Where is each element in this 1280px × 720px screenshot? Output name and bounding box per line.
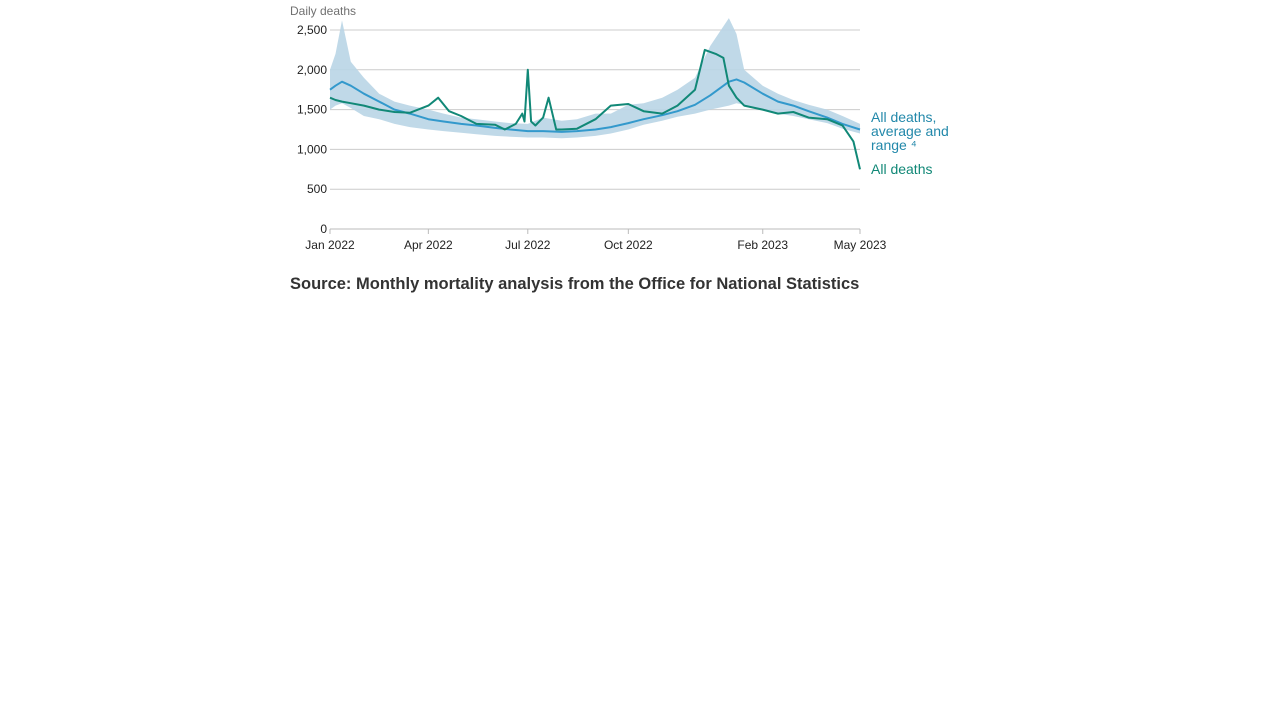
series-band-range <box>330 18 860 139</box>
x-tick-label-2022-01-01: Jan 2022 <box>305 238 355 252</box>
y-tick-label-1000: 1,000 <box>297 142 327 156</box>
y-axis-label: Daily deaths <box>290 4 356 18</box>
x-tick-label-2022-04-01: Apr 2022 <box>404 238 453 252</box>
legend: All deaths, average and range ⁴ All deaths <box>871 109 949 177</box>
series-line-all-deaths <box>329 48 861 170</box>
x-tick-label-2023-05-01: May 2023 <box>834 238 887 252</box>
x-tick-label-2022-07-01: Jul 2022 <box>505 238 551 252</box>
gridlines: 0 500 1,000 1,500 2,000 2,500 <box>297 23 860 236</box>
range-band-layer <box>330 18 860 139</box>
series-line-average <box>329 78 861 133</box>
y-tick-label-0: 0 <box>320 222 327 236</box>
legend-average-line-2: range ⁴ <box>871 137 917 153</box>
legend-average-and-range: All deaths, average and range ⁴ <box>871 109 949 153</box>
daily-deaths-chart: Daily deaths 0 500 1,000 1,500 2,000 2,500 Ja… <box>290 4 949 252</box>
x-axis: Jan 2022 Apr 2022 Jul 2022 Oct 2022 Feb 2023… <box>305 228 887 252</box>
y-tick-label-1500: 1,500 <box>297 103 327 117</box>
series-lines <box>329 48 861 170</box>
x-tick-label-2022-10-01: Oct 2022 <box>604 238 653 252</box>
y-tick-label-2500: 2,500 <box>297 23 327 37</box>
chart-source: Source: Monthly mortality analysis from … <box>290 275 860 293</box>
y-tick-label-500: 500 <box>307 182 327 196</box>
x-tick-label-2023-02-01: Feb 2023 <box>737 238 788 252</box>
legend-all-deaths: All deaths <box>871 161 932 177</box>
y-tick-label-2000: 2,000 <box>297 63 327 77</box>
legend-average-line-0: All deaths, <box>871 109 936 125</box>
legend-average-line-1: average and <box>871 123 949 139</box>
